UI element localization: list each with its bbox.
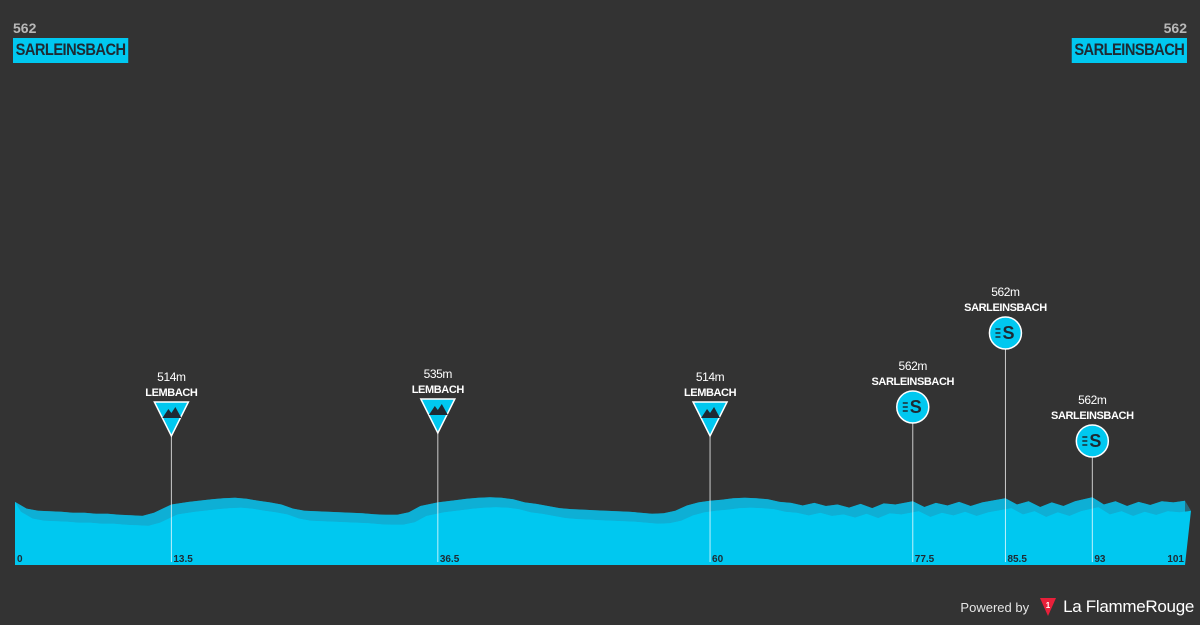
sprint-speed-lines-icon — [1082, 436, 1088, 446]
marker-altitude: 562m — [899, 359, 928, 373]
x-tick-label: 60 — [712, 554, 724, 565]
sprint-marker: 562m SARLEINSBACH S — [871, 359, 955, 562]
profile-area — [15, 497, 1191, 565]
marker-name: LEMBACH — [684, 387, 737, 399]
sprint-letter-icon: S — [1089, 431, 1101, 451]
climb-marker: 514m LEMBACH — [145, 370, 198, 562]
marker-name: LEMBACH — [412, 384, 465, 396]
sprint-letter-icon: S — [1002, 323, 1014, 343]
svg-text:1: 1 — [1046, 601, 1051, 610]
x-tick-label: 85.5 — [1007, 554, 1027, 565]
marker-altitude: 535m — [424, 367, 453, 381]
sprint-marker: 562m SARLEINSBACH S — [1051, 393, 1134, 562]
finish-name: SARLEINSBACH — [1071, 38, 1187, 63]
x-tick-label: 101 — [1167, 554, 1184, 565]
mountain-peaks-icon — [701, 407, 721, 418]
profile-ridge-shade — [15, 497, 1191, 526]
x-axis-ticks: 0 13.5 36.5 60 77.5 85.5 93 101 — [17, 554, 1184, 565]
baseline — [15, 564, 1185, 565]
marker-altitude: 514m — [696, 370, 725, 384]
mountain-icon — [691, 401, 729, 438]
marker-layer: 514m LEMBACH 535m LEMBACH 514m LEMBACH 562m SAR… — [145, 285, 1134, 562]
footer: Powered by 1 La FlammeRouge — [960, 597, 1194, 617]
profile-body — [21, 507, 1191, 565]
marker-name: SARLEINSBACH — [964, 302, 1047, 314]
sprint-letter-icon: S — [910, 397, 922, 417]
sprint-speed-lines-icon — [902, 402, 908, 412]
marker-altitude: 562m — [1078, 393, 1107, 407]
x-tick-label: 77.5 — [915, 554, 935, 565]
sprint-speed-lines-icon — [995, 328, 1001, 338]
mountain-icon — [419, 398, 457, 435]
marker-name: SARLEINSBACH — [871, 376, 954, 388]
mountain-peaks-icon — [428, 404, 448, 415]
finish-altitude: 562 — [1163, 20, 1187, 36]
mountain-icon — [153, 401, 190, 438]
x-tick-label: 36.5 — [440, 554, 460, 565]
finish-label: 562 SARLEINSBACH — [1053, 20, 1187, 63]
sprint-marker: 562m SARLEINSBACH S — [964, 285, 1048, 562]
start-altitude: 562 — [13, 20, 37, 36]
start-label: 562 SARLEINSBACH — [13, 20, 147, 63]
climb-marker: 514m LEMBACH — [684, 370, 737, 562]
powered-by-text: Powered by — [960, 599, 1030, 615]
marker-altitude: 514m — [157, 370, 186, 384]
marker-name: LEMBACH — [145, 387, 198, 399]
start-name: SARLEINSBACH — [13, 38, 129, 63]
brand-name[interactable]: La FlammeRouge — [1063, 597, 1194, 616]
x-tick-label: 0 — [17, 554, 23, 565]
x-tick-label: 93 — [1094, 554, 1106, 565]
marker-altitude: 562m — [991, 285, 1020, 299]
marker-name: SARLEINSBACH — [1051, 410, 1134, 422]
climb-marker: 535m LEMBACH — [412, 367, 465, 562]
flamme-rouge-logo-icon: 1 — [1040, 598, 1057, 616]
mountain-peaks-icon — [162, 407, 182, 418]
x-tick-label: 13.5 — [173, 554, 193, 565]
